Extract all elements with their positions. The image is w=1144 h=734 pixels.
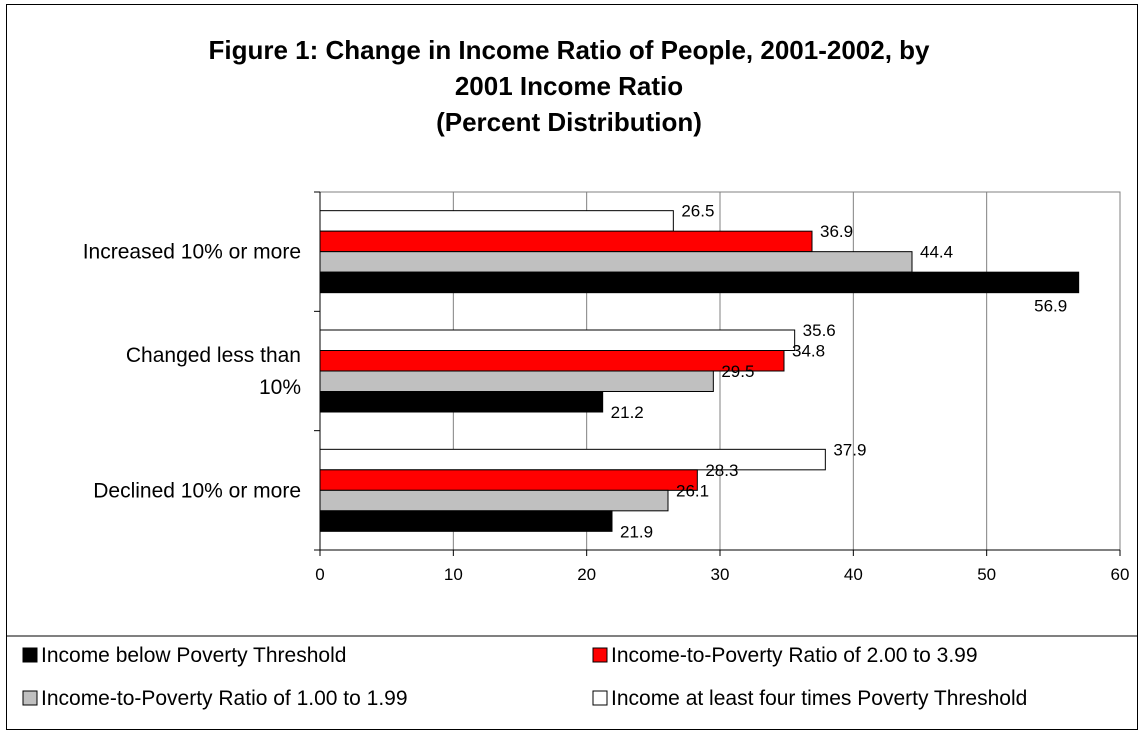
- chart-svg: Figure 1: Change in Income Ratio of Peop…: [7, 35, 1137, 710]
- chart-frame: Figure 1: Change in Income Ratio of Peop…: [6, 4, 1138, 730]
- bar: [319, 329, 796, 351]
- legend-swatch: [592, 647, 608, 663]
- legend-label: Income below Poverty Threshold: [41, 644, 346, 667]
- data-label: 21.2: [611, 403, 644, 422]
- x-tick-label: 60: [1111, 565, 1130, 584]
- category-label: Declined 10% or more: [93, 479, 301, 502]
- data-label: 21.9: [620, 522, 653, 541]
- bar: [319, 510, 613, 532]
- bar: [319, 448, 826, 471]
- category-label: Increased 10% or more: [83, 241, 301, 264]
- bar: [319, 391, 604, 413]
- data-label: 28.3: [705, 461, 738, 480]
- x-tick-label: 30: [711, 565, 730, 584]
- bar: [319, 210, 674, 232]
- x-tick-label: 40: [844, 565, 863, 584]
- data-label: 44.4: [920, 243, 953, 262]
- x-tick-label: 50: [977, 565, 996, 584]
- data-label: 37.9: [833, 440, 866, 459]
- legend-label: Income-to-Poverty Ratio of 1.00 to 1.99: [41, 687, 408, 710]
- category-label: 10%: [259, 376, 301, 399]
- legend-swatch: [22, 690, 38, 706]
- bar: [319, 271, 1080, 294]
- data-label: 34.8: [792, 342, 825, 361]
- chart-title-line: 2001 Income Ratio: [455, 71, 683, 101]
- legend-label: Income at least four times Poverty Thres…: [611, 687, 1027, 710]
- bar: [319, 350, 785, 372]
- data-label: 35.6: [803, 321, 836, 340]
- legend-swatch: [592, 690, 608, 706]
- legend-swatch: [22, 647, 38, 663]
- chart-subtitle: (Percent Distribution): [436, 107, 702, 137]
- x-tick-label: 10: [444, 565, 463, 584]
- chart-title-line: Figure 1: Change in Income Ratio of Peop…: [209, 35, 931, 65]
- x-tick-label: 0: [315, 565, 324, 584]
- data-label: 26.5: [681, 202, 714, 221]
- bar: [319, 370, 714, 392]
- data-label: 36.9: [820, 222, 853, 241]
- data-label: 26.1: [676, 481, 709, 500]
- bar: [319, 251, 913, 273]
- category-label: Changed less than: [126, 344, 301, 367]
- bar: [319, 230, 813, 253]
- x-tick-label: 20: [577, 565, 596, 584]
- data-label: 56.9: [1034, 297, 1067, 316]
- legend-label: Income-to-Poverty Ratio of 2.00 to 3.99: [611, 644, 978, 667]
- bar: [319, 489, 669, 512]
- data-label: 29.5: [721, 362, 754, 381]
- bar: [319, 469, 698, 491]
